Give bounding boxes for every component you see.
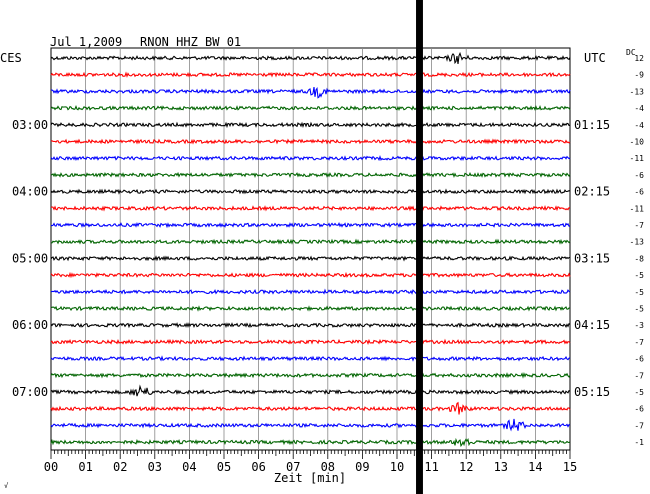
dc-offset-label: -13 [630,238,645,247]
dc-offset-label: -6 [634,171,644,180]
trace-line-row-16 [50,322,571,329]
dc-offset-label: -10 [630,138,645,147]
trace-line-row-0 [50,51,571,65]
dc-offset-label: -6 [634,355,644,364]
trace-line-row-4 [50,121,570,129]
dc-offset-label: -5 [634,388,644,397]
trace-line-row-21 [50,401,571,415]
x-tick-label: 11 [424,460,438,474]
trace-line-row-3 [50,104,571,112]
dc-offset-label: -6 [634,405,644,414]
trace-line-row-7 [50,171,571,179]
right-time-label: 05:15 [574,385,610,399]
dc-offset-label: -6 [634,188,644,197]
x-tick-label: 00 [44,460,58,474]
trace-line-row-22 [50,418,571,432]
dc-label: DC [626,48,636,57]
x-tick-label: 08 [321,460,335,474]
trace-line-row-2 [51,87,571,99]
dc-offset-labels: 12 -9 -13 -4 -4 -10 -11 -6 -6 -11 -7 -13 -8 -5 -5 -5 -3 -… [630,54,645,447]
x-tick-label: 10 [390,460,404,474]
dc-offset-label: -3 [634,321,644,330]
trace-line-row-15 [50,305,571,312]
x-tick-label: 03 [148,460,162,474]
corner-mark: √ [4,482,9,490]
x-axis-label: Zeit [min] [274,471,346,485]
dc-offset-label: -5 [634,288,644,297]
trace-line-row-9 [50,205,571,212]
trace-line-row-5 [50,138,571,145]
dc-offset-label: -1 [634,438,644,447]
left-time-label: 04:00 [12,185,48,199]
left-time-label: 07:00 [12,385,48,399]
trace-line-row-19 [50,372,571,379]
x-tick-label: 12 [459,460,473,474]
dc-offset-label: -7 [634,221,644,230]
x-tick-label: 02 [113,460,127,474]
trace-line-row-14 [50,288,571,295]
x-tick-label: 04 [182,460,196,474]
right-time-labels: 01:15 02:15 03:15 04:15 05:15 [574,118,610,399]
station-label: RNON HHZ BW 01 [140,35,241,49]
dc-offset-label: 12 [634,54,644,63]
trace-line-row-17 [50,338,571,345]
dc-offset-label: -11 [630,154,645,163]
right-zone-label: UTC [584,51,606,65]
dc-offset-label: -5 [634,305,644,314]
x-tick-label: 13 [494,460,508,474]
trace-line-row-1 [50,71,571,78]
dc-offset-label: -9 [634,71,644,80]
data-gap-bar [416,0,423,494]
trace-line-row-11 [50,238,571,245]
left-time-label: 06:00 [12,318,48,332]
x-tick-label: 01 [78,460,92,474]
x-tick-label: 07 [286,460,300,474]
right-time-label: 04:15 [574,318,610,332]
x-tick-label: 14 [528,460,542,474]
trace-lines [50,51,571,448]
x-tick-label: 15 [563,460,577,474]
trace-line-row-12 [50,255,571,262]
dc-offset-label: -7 [634,421,644,430]
dc-offset-label: -11 [630,204,645,213]
dc-offset-label: -4 [634,121,644,130]
dc-offset-label: -13 [630,87,645,96]
trace-line-row-6 [50,155,571,162]
left-time-labels: 03:00 04:00 05:00 06:00 07:00 [12,118,48,399]
trace-line-row-13 [50,271,571,279]
right-time-label: 01:15 [574,118,610,132]
dc-offset-label: -7 [634,371,644,380]
left-zone-label: CES [0,51,22,65]
trace-line-row-18 [50,355,571,362]
left-time-label: 03:00 [12,118,48,132]
x-tick-label: 06 [251,460,265,474]
dc-offset-label: -7 [634,338,644,347]
trace-line-row-8 [50,188,571,195]
dc-offset-label: -8 [634,254,644,263]
left-time-label: 05:00 [12,251,48,265]
trace-line-row-23 [50,437,571,448]
right-time-label: 03:15 [574,251,610,265]
x-axis-ticks: 00 01 02 03 04 05 06 07 08 09 10 11 12 13 14 15 [44,450,577,474]
dc-offset-label: -5 [634,271,644,280]
trace-line-row-20 [50,384,571,397]
trace-line-row-10 [50,222,571,229]
x-tick-label: 09 [355,460,369,474]
dc-offset-label: -4 [634,104,644,113]
x-tick-label: 05 [217,460,231,474]
right-time-label: 02:15 [574,185,610,199]
date-label: Jul 1,2009 [50,35,122,49]
